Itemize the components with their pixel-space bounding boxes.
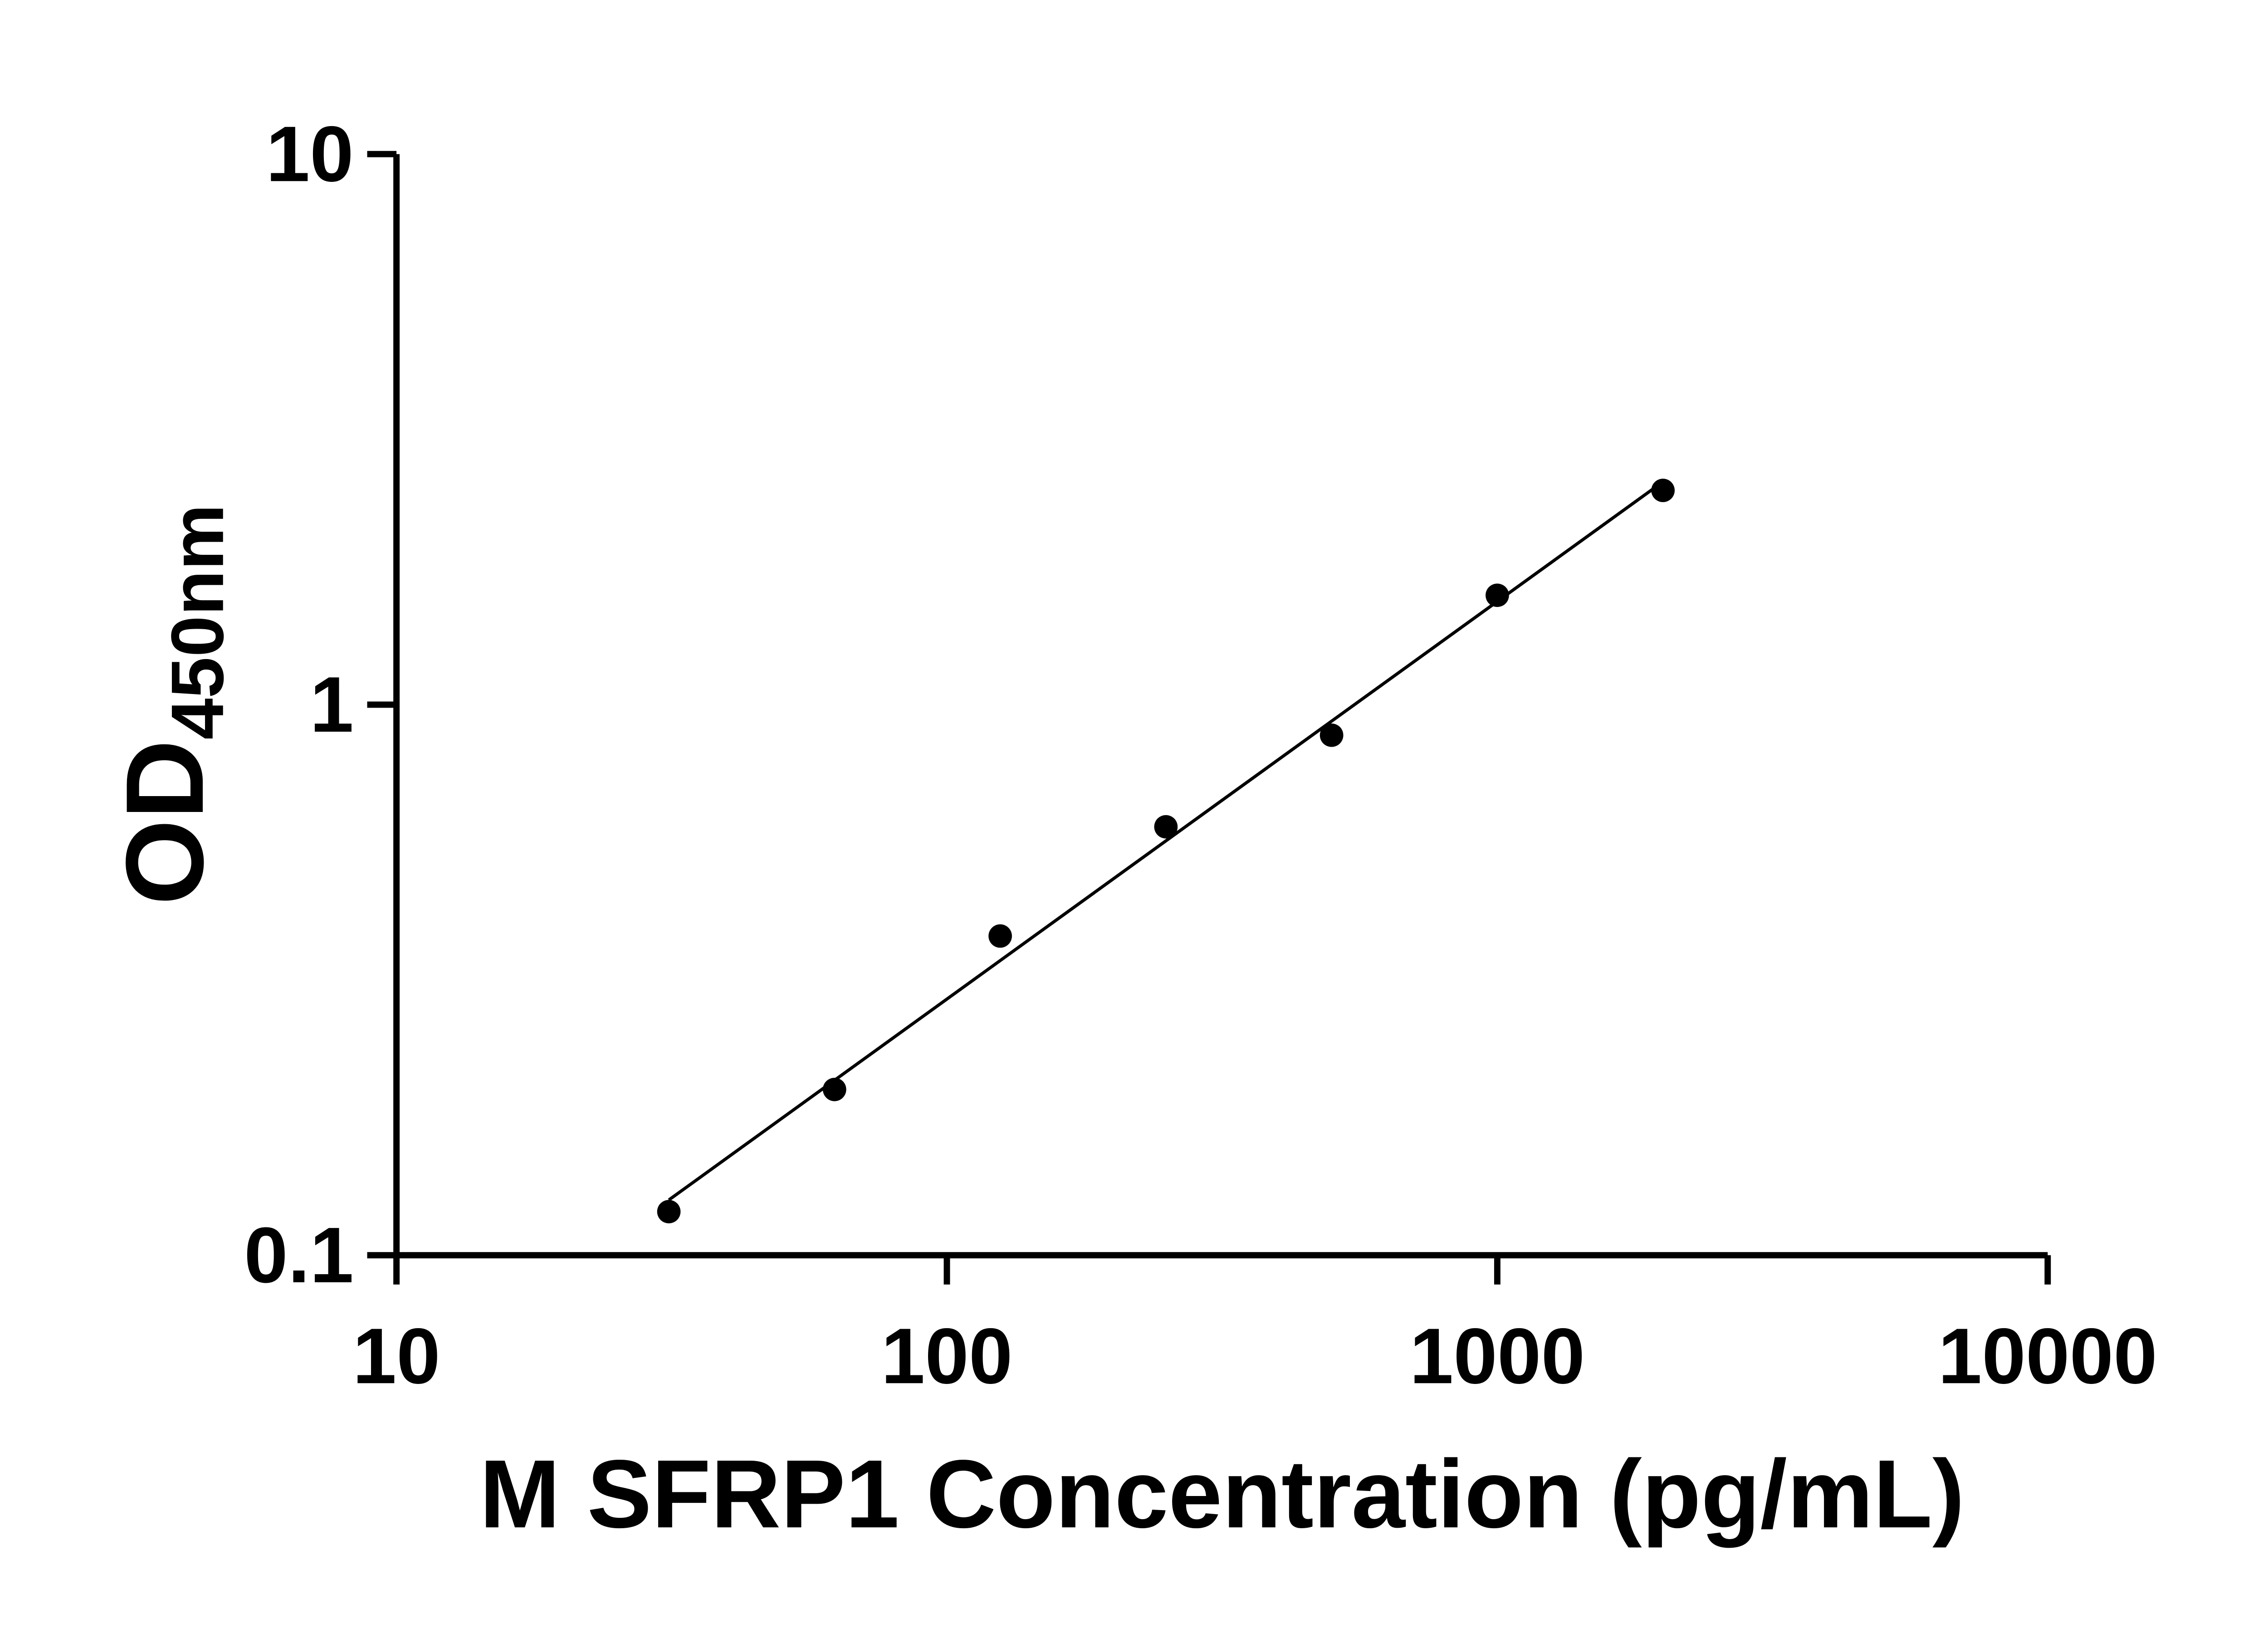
y-tick-label: 1 xyxy=(310,660,354,748)
x-tick-label: 100 xyxy=(881,1312,1012,1400)
y-tick-label: 0.1 xyxy=(244,1211,354,1299)
trend-line xyxy=(668,480,1664,1202)
x-tick-label: 10 xyxy=(352,1312,440,1400)
data-point xyxy=(1486,583,1509,607)
y-tick-label: 10 xyxy=(266,110,353,198)
x-axis-title: M SFRP1 Concentration (pg/mL) xyxy=(479,1440,1965,1548)
x-tick-label: 10000 xyxy=(1938,1312,2157,1400)
data-point xyxy=(657,1200,681,1223)
x-tick-label: 1000 xyxy=(1410,1312,1585,1400)
y-axis-title-subscript: 450nm xyxy=(156,504,239,739)
data-point xyxy=(988,924,1012,948)
data-point xyxy=(822,1077,846,1101)
data-point xyxy=(1651,479,1675,502)
data-point xyxy=(1154,815,1178,839)
y-axis-title-main: OD xyxy=(103,740,226,905)
data-point xyxy=(1320,723,1344,747)
y-axis-title: OD450nm xyxy=(103,504,239,905)
